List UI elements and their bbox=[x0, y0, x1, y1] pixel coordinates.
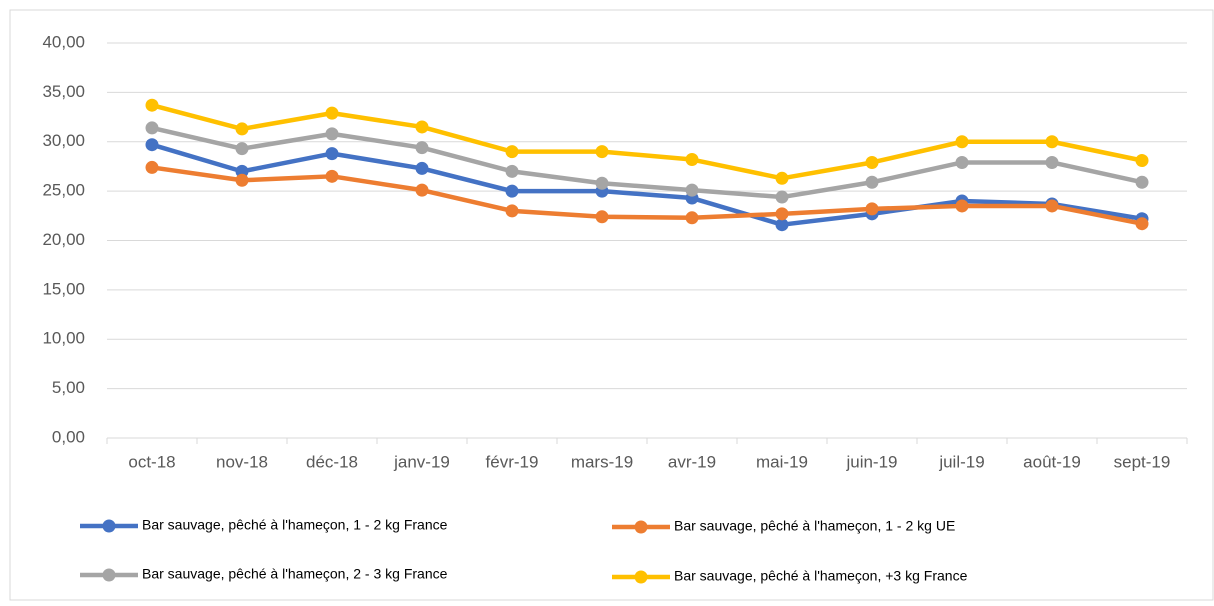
x-tick-label: juin-19 bbox=[845, 452, 897, 471]
data-point bbox=[145, 160, 159, 174]
data-point bbox=[685, 153, 699, 167]
y-tick-label: 5,00 bbox=[52, 378, 85, 397]
data-point bbox=[145, 121, 159, 135]
data-point bbox=[415, 141, 429, 155]
legend-marker bbox=[634, 520, 648, 534]
y-tick-label: 25,00 bbox=[42, 181, 85, 200]
legend-label: Bar sauvage, pêché à l'hameçon, 1 - 2 kg… bbox=[674, 518, 955, 534]
data-point bbox=[865, 175, 879, 189]
legend-label: Bar sauvage, pêché à l'hameçon, +3 kg Fr… bbox=[674, 568, 968, 584]
data-point bbox=[1135, 175, 1149, 189]
data-point bbox=[685, 211, 699, 225]
chart-border bbox=[9, 9, 1214, 601]
data-point bbox=[145, 138, 159, 152]
x-tick-label: juil-19 bbox=[938, 452, 984, 471]
x-tick-label: avr-19 bbox=[668, 452, 716, 471]
data-point bbox=[235, 142, 249, 156]
data-point bbox=[685, 183, 699, 197]
data-point bbox=[235, 173, 249, 187]
data-point bbox=[595, 176, 609, 190]
series-line bbox=[151, 103, 1143, 181]
data-point bbox=[595, 210, 609, 224]
legend-marker bbox=[102, 519, 116, 533]
data-point bbox=[505, 184, 519, 198]
x-tick-label: sept-19 bbox=[1114, 452, 1171, 471]
data-point bbox=[775, 190, 789, 204]
data-point bbox=[325, 106, 339, 120]
data-point bbox=[415, 161, 429, 175]
y-tick-label: 20,00 bbox=[42, 230, 85, 249]
data-point bbox=[865, 155, 879, 169]
data-point bbox=[145, 98, 159, 112]
x-tick-label: janv-19 bbox=[393, 452, 450, 471]
legend-label: Bar sauvage, pêché à l'hameçon, 2 - 3 kg… bbox=[142, 566, 448, 582]
data-point bbox=[325, 169, 339, 183]
data-point bbox=[325, 147, 339, 161]
data-point bbox=[505, 164, 519, 178]
legend-label: Bar sauvage, pêché à l'hameçon, 1 - 2 kg… bbox=[142, 517, 448, 533]
x-tick-label: déc-18 bbox=[306, 452, 358, 471]
x-tick-label: août-19 bbox=[1023, 452, 1081, 471]
data-point bbox=[955, 135, 969, 149]
x-tick-label: nov-18 bbox=[216, 452, 268, 471]
y-tick-label: 40,00 bbox=[42, 32, 85, 51]
series-line bbox=[151, 165, 1143, 226]
data-point bbox=[1135, 217, 1149, 231]
data-point bbox=[505, 204, 519, 218]
x-tick-label: mai-19 bbox=[756, 452, 808, 471]
data-point bbox=[865, 202, 879, 216]
data-point bbox=[1045, 155, 1059, 169]
data-point bbox=[325, 127, 339, 141]
x-tick-label: oct-18 bbox=[128, 452, 175, 471]
data-point bbox=[955, 199, 969, 213]
data-point bbox=[505, 145, 519, 159]
data-point bbox=[1135, 154, 1149, 168]
data-point bbox=[235, 122, 249, 136]
data-point bbox=[1045, 135, 1059, 149]
data-point bbox=[415, 183, 429, 197]
data-point bbox=[775, 171, 789, 185]
data-point bbox=[775, 207, 789, 221]
y-tick-label: 0,00 bbox=[52, 427, 85, 446]
y-tick-label: 15,00 bbox=[42, 279, 85, 298]
series-line bbox=[151, 125, 1143, 200]
legend: Bar sauvage, pêché à l'hameçon, 1 - 2 kg… bbox=[80, 517, 968, 584]
data-point bbox=[775, 218, 789, 232]
series-line bbox=[151, 142, 1143, 227]
y-tick-label: 10,00 bbox=[42, 329, 85, 348]
data-point bbox=[415, 120, 429, 134]
data-point bbox=[1045, 199, 1059, 213]
legend-marker bbox=[634, 570, 648, 584]
x-tick-label: mars-19 bbox=[571, 452, 633, 471]
y-tick-label: 30,00 bbox=[42, 131, 85, 150]
y-tick-label: 35,00 bbox=[42, 82, 85, 101]
x-tick-label: févr-19 bbox=[486, 452, 539, 471]
legend-marker bbox=[102, 568, 116, 582]
data-point bbox=[235, 164, 249, 178]
data-point bbox=[955, 155, 969, 169]
data-point bbox=[595, 145, 609, 159]
